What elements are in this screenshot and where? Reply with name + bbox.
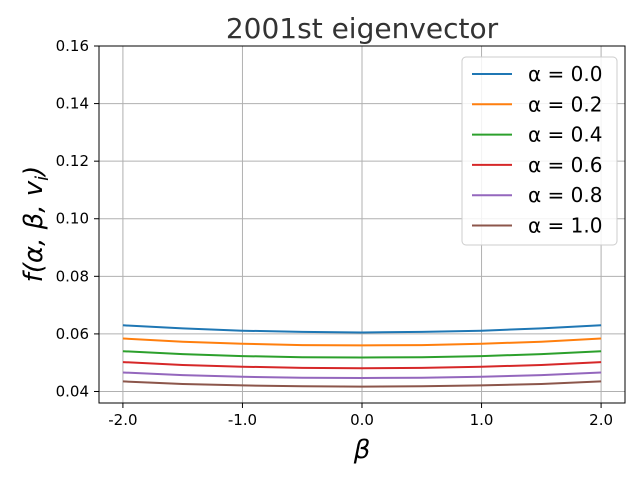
y-axis-label-subscript: i <box>32 176 53 181</box>
series-line <box>122 380 602 388</box>
series-line <box>122 361 602 370</box>
series-line <box>122 371 602 380</box>
x-axis: -2.0 -1.0 0.0 1.0 2.0 <box>108 403 613 429</box>
y-axis-label-main: f(α, β, v <box>19 180 49 282</box>
y-tick-label: 0.12 <box>56 152 89 170</box>
y-axis: 0.04 0.06 0.08 0.10 0.12 0.14 0.16 <box>56 37 99 400</box>
y-axis-label: f(α, β, vi) <box>19 166 53 283</box>
x-tick-label: -2.0 <box>108 411 137 429</box>
x-tick-label: -1.0 <box>228 411 257 429</box>
y-tick-label: 0.08 <box>56 267 89 285</box>
legend-label: α = 1.0 <box>528 214 602 238</box>
legend-label: α = 0.4 <box>528 123 602 147</box>
x-tick-label: 2.0 <box>589 411 613 429</box>
y-tick-label: 0.16 <box>56 37 89 55</box>
y-tick-label: 0.06 <box>56 325 89 343</box>
series-lines <box>122 324 602 388</box>
x-axis-label: β <box>353 435 371 465</box>
legend-label: α = 0.0 <box>528 62 602 86</box>
legend-label: α = 0.6 <box>528 153 602 177</box>
legend-label: α = 0.2 <box>528 92 602 116</box>
y-tick-label: 0.14 <box>56 95 89 113</box>
series-line <box>122 324 602 334</box>
chart-title: 2001st eigenvector <box>226 12 499 45</box>
x-tick-label: 0.0 <box>350 411 374 429</box>
y-tick-label: 0.10 <box>56 210 89 228</box>
legend: α = 0.0 α = 0.2 α = 0.4 α = 0.6 α = 0.8 α = 1… <box>461 56 618 246</box>
series-line <box>122 337 602 347</box>
y-axis-label-close: ) <box>19 166 49 178</box>
x-tick-label: 1.0 <box>470 411 494 429</box>
series-line <box>122 350 602 359</box>
legend-label: α = 0.8 <box>528 183 602 207</box>
y-tick-label: 0.04 <box>56 382 89 400</box>
